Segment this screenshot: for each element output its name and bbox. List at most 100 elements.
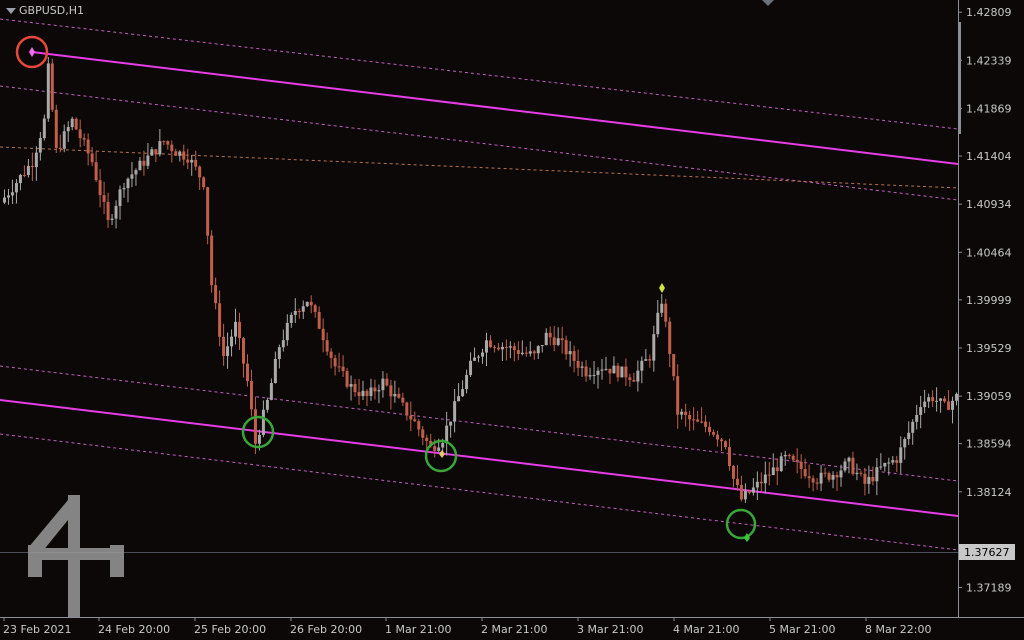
candle-body: [835, 475, 839, 478]
candle-body: [186, 159, 190, 163]
candle-body: [520, 352, 524, 354]
price-tick-label: 1.38594: [966, 438, 1012, 451]
candle-body: [30, 165, 34, 168]
candle-body: [58, 147, 62, 149]
candle-body: [22, 174, 26, 176]
price-tick-label: 1.42339: [966, 54, 1012, 67]
candle-body: [795, 459, 799, 462]
candle-body: [118, 189, 122, 207]
candle-body: [596, 370, 600, 375]
candle-body: [26, 165, 30, 176]
candle-body: [50, 63, 54, 110]
candle-body: [815, 482, 819, 484]
candle-body: [915, 414, 919, 422]
candle-body: [887, 462, 891, 464]
candle-body: [807, 476, 811, 479]
candle-body: [803, 469, 807, 477]
candle-body: [648, 359, 652, 361]
price-tick-label: 1.42809: [966, 6, 1012, 19]
swing-low-diamond-icon: [439, 450, 445, 458]
candle-body: [616, 365, 620, 378]
candle-body: [465, 374, 469, 390]
candle-body: [955, 393, 959, 401]
candle-body: [739, 484, 743, 500]
candle-body: [747, 490, 751, 493]
fib-level-dashed: [0, 146, 959, 189]
candle-body: [265, 399, 269, 410]
candle-body: [437, 447, 441, 451]
candle-body: [660, 303, 664, 313]
chart-shift-marker-icon[interactable]: [762, 0, 774, 6]
chart-menu-triangle-icon[interactable]: [6, 7, 16, 14]
candle-body: [700, 421, 704, 423]
candle-body: [831, 475, 835, 480]
candle-body: [628, 377, 632, 380]
price-tick-label: 1.39999: [966, 294, 1012, 307]
candle-body: [891, 460, 895, 463]
candle-body: [242, 338, 245, 364]
candle-body: [293, 311, 297, 315]
candle-body: [528, 351, 532, 354]
candle-body: [14, 183, 18, 193]
price-scale-scrollbar[interactable]: [958, 22, 961, 134]
candle-body: [508, 346, 512, 348]
candle-body: [512, 346, 516, 351]
candle-body: [421, 429, 425, 438]
candle-body: [377, 390, 381, 392]
candle-body: [245, 363, 249, 381]
candle-body: [899, 447, 903, 463]
candle-body: [473, 357, 477, 361]
candle-body: [488, 340, 492, 348]
candle-body: [126, 178, 130, 189]
chart-title-bar[interactable]: GBPUSD,H1: [6, 4, 84, 17]
candle-body: [182, 151, 186, 160]
candle-body: [433, 446, 437, 451]
current-price-label: 1.37627: [959, 544, 1015, 560]
candle-body: [552, 337, 556, 345]
candle-body: [759, 481, 763, 484]
candle-body: [134, 170, 138, 175]
candle-body: [947, 401, 951, 410]
candle-body: [477, 356, 481, 358]
candle-body: [393, 393, 397, 397]
candle-body: [170, 144, 174, 152]
candle-body: [636, 370, 640, 382]
price-tick-label: 1.37189: [966, 582, 1012, 595]
candle-body: [572, 351, 576, 361]
time-tick-label: 23 Feb 2021: [3, 623, 71, 636]
time-tick-label: 8 Mar 22:00: [865, 623, 931, 636]
candle-body: [871, 476, 875, 482]
candle-body: [484, 340, 488, 353]
candle-body: [624, 366, 628, 378]
candle-body: [222, 336, 226, 357]
candle-body: [110, 218, 114, 220]
candle-body: [122, 188, 126, 190]
candle-body: [855, 472, 859, 474]
candle-body: [696, 419, 700, 422]
candle-body: [345, 371, 349, 387]
candle-body: [365, 390, 369, 396]
symbol-timeframe-label: GBPUSD,H1: [19, 4, 84, 17]
candle-body: [939, 398, 943, 401]
candle-body: [82, 138, 86, 140]
candle-body: [811, 478, 815, 483]
candle-body: [907, 432, 911, 440]
candle-body: [564, 340, 568, 355]
candle-body: [3, 197, 6, 203]
channel-upper-main-line: [31, 51, 959, 165]
candle-body: [325, 340, 329, 352]
candle-body: [313, 305, 317, 312]
price-tick-label: 1.41869: [966, 102, 1012, 115]
price-tick-label: 1.40464: [966, 246, 1012, 259]
candle-body: [194, 159, 198, 167]
candle-body: [712, 432, 716, 435]
candle-body: [859, 472, 863, 474]
candle-body: [317, 311, 321, 329]
candle-body: [106, 201, 110, 220]
candle-body: [409, 415, 413, 420]
arrow-signal-green-icon: [744, 533, 750, 542]
candle-body: [903, 439, 907, 448]
candle-body: [644, 359, 648, 361]
